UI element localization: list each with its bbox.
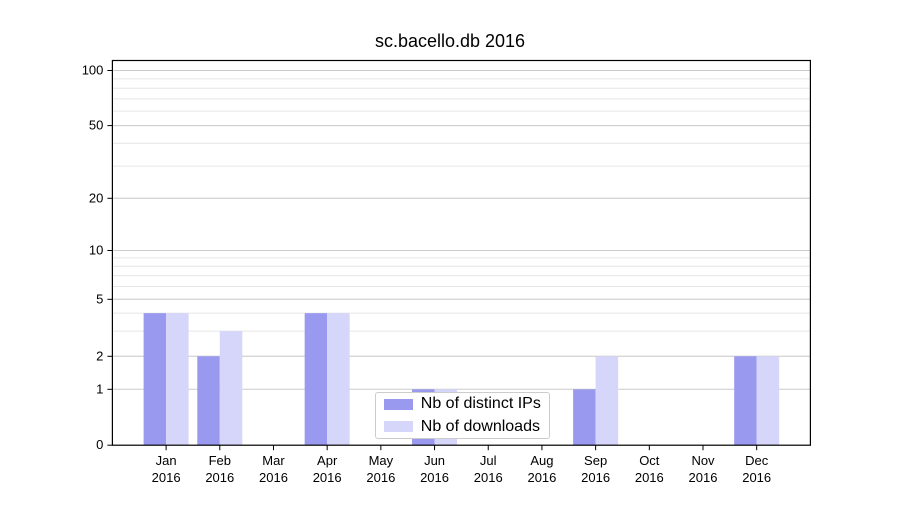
svg-text:Apr: Apr — [317, 453, 338, 468]
svg-text:20: 20 — [89, 190, 103, 205]
svg-text:sc.bacello.db 2016: sc.bacello.db 2016 — [375, 31, 525, 51]
svg-text:Aug: Aug — [530, 453, 553, 468]
svg-text:2016: 2016 — [689, 470, 718, 485]
svg-text:Dec: Dec — [745, 453, 769, 468]
svg-text:2016: 2016 — [527, 470, 556, 485]
svg-text:2016: 2016 — [366, 470, 395, 485]
svg-text:Sep: Sep — [584, 453, 607, 468]
svg-text:2016: 2016 — [259, 470, 288, 485]
svg-text:May: May — [369, 453, 394, 468]
svg-text:Mar: Mar — [262, 453, 285, 468]
svg-text:100: 100 — [82, 63, 104, 78]
svg-text:2: 2 — [96, 348, 103, 363]
svg-text:Jul: Jul — [480, 453, 497, 468]
svg-text:2016: 2016 — [420, 470, 449, 485]
svg-text:Nov: Nov — [691, 453, 715, 468]
svg-text:0: 0 — [96, 437, 103, 452]
svg-text:2016: 2016 — [152, 470, 181, 485]
svg-text:2016: 2016 — [205, 470, 234, 485]
svg-text:2016: 2016 — [635, 470, 664, 485]
svg-text:1: 1 — [96, 381, 103, 396]
svg-text:Oct: Oct — [639, 453, 660, 468]
svg-text:2016: 2016 — [313, 470, 342, 485]
svg-text:2016: 2016 — [581, 470, 610, 485]
svg-text:2016: 2016 — [474, 470, 503, 485]
svg-text:5: 5 — [96, 291, 103, 306]
svg-text:10: 10 — [89, 243, 103, 258]
svg-text:Feb: Feb — [209, 453, 231, 468]
svg-text:50: 50 — [89, 118, 103, 133]
svg-text:2016: 2016 — [742, 470, 771, 485]
svg-text:Jun: Jun — [424, 453, 445, 468]
svg-text:Jan: Jan — [156, 453, 177, 468]
